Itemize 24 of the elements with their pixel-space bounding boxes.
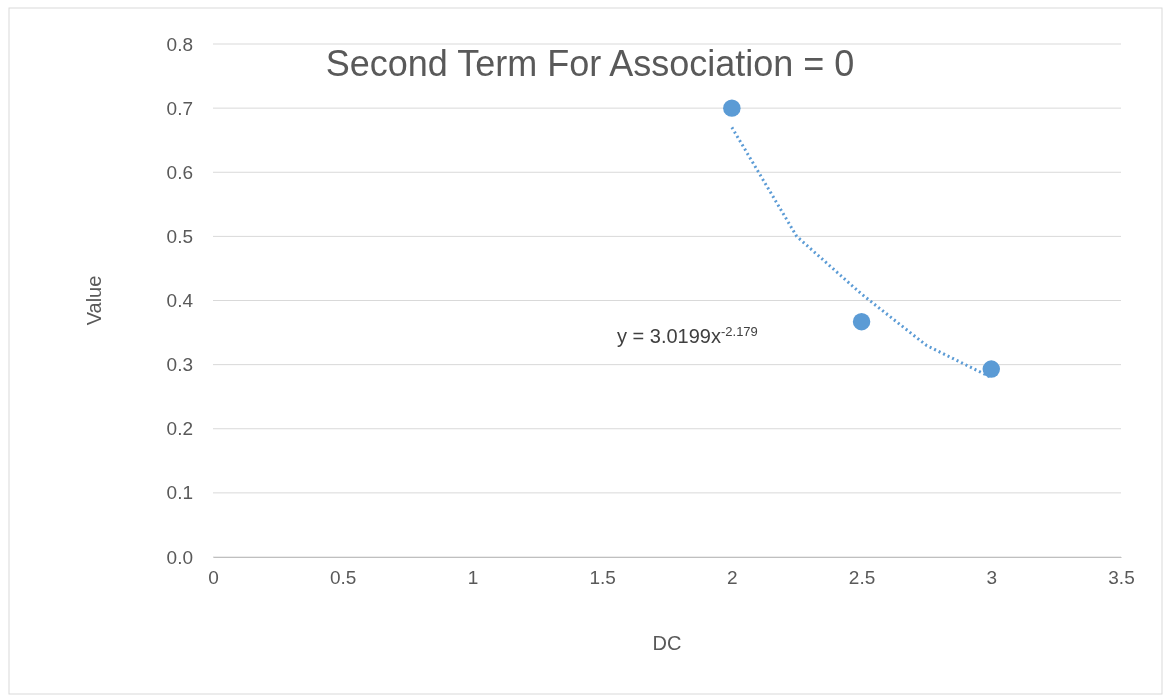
y-tick-label: 0.4 [166, 290, 194, 312]
chart-title: Second Term For Association = 0 [325, 43, 855, 84]
point [982, 360, 1001, 378]
y-tick-label: 0.3 [166, 354, 193, 376]
y-tick-label: 0.1 [166, 482, 193, 504]
y-axis-title: Value [83, 275, 105, 326]
x-axis-title: DC [652, 632, 682, 654]
x-tick-label: 0 [208, 567, 219, 589]
x-tick-label: 1 [467, 567, 479, 589]
x-tick-label: 3 [986, 567, 998, 589]
y-tick-label: 0.2 [166, 418, 193, 440]
y-tick-label: 0.7 [166, 97, 193, 119]
annotation: y = 3.0199x$^{-2.179}$ [617, 323, 758, 347]
x-tick-label: 0.5 [330, 567, 357, 589]
y-tick-label: 0.6 [166, 161, 193, 183]
x-tick-label: 2 [727, 567, 738, 589]
point [723, 99, 741, 117]
x-tick-label: 2.5 [848, 567, 876, 589]
x-tick-label: 1.5 [589, 567, 616, 589]
y-tick-label: 0.5 [166, 225, 193, 247]
point [852, 312, 871, 331]
y-tick-label: 0.0 [166, 546, 193, 568]
x-tick-label: 3.5 [1108, 567, 1135, 589]
y-tick-label: 0.8 [166, 33, 193, 55]
